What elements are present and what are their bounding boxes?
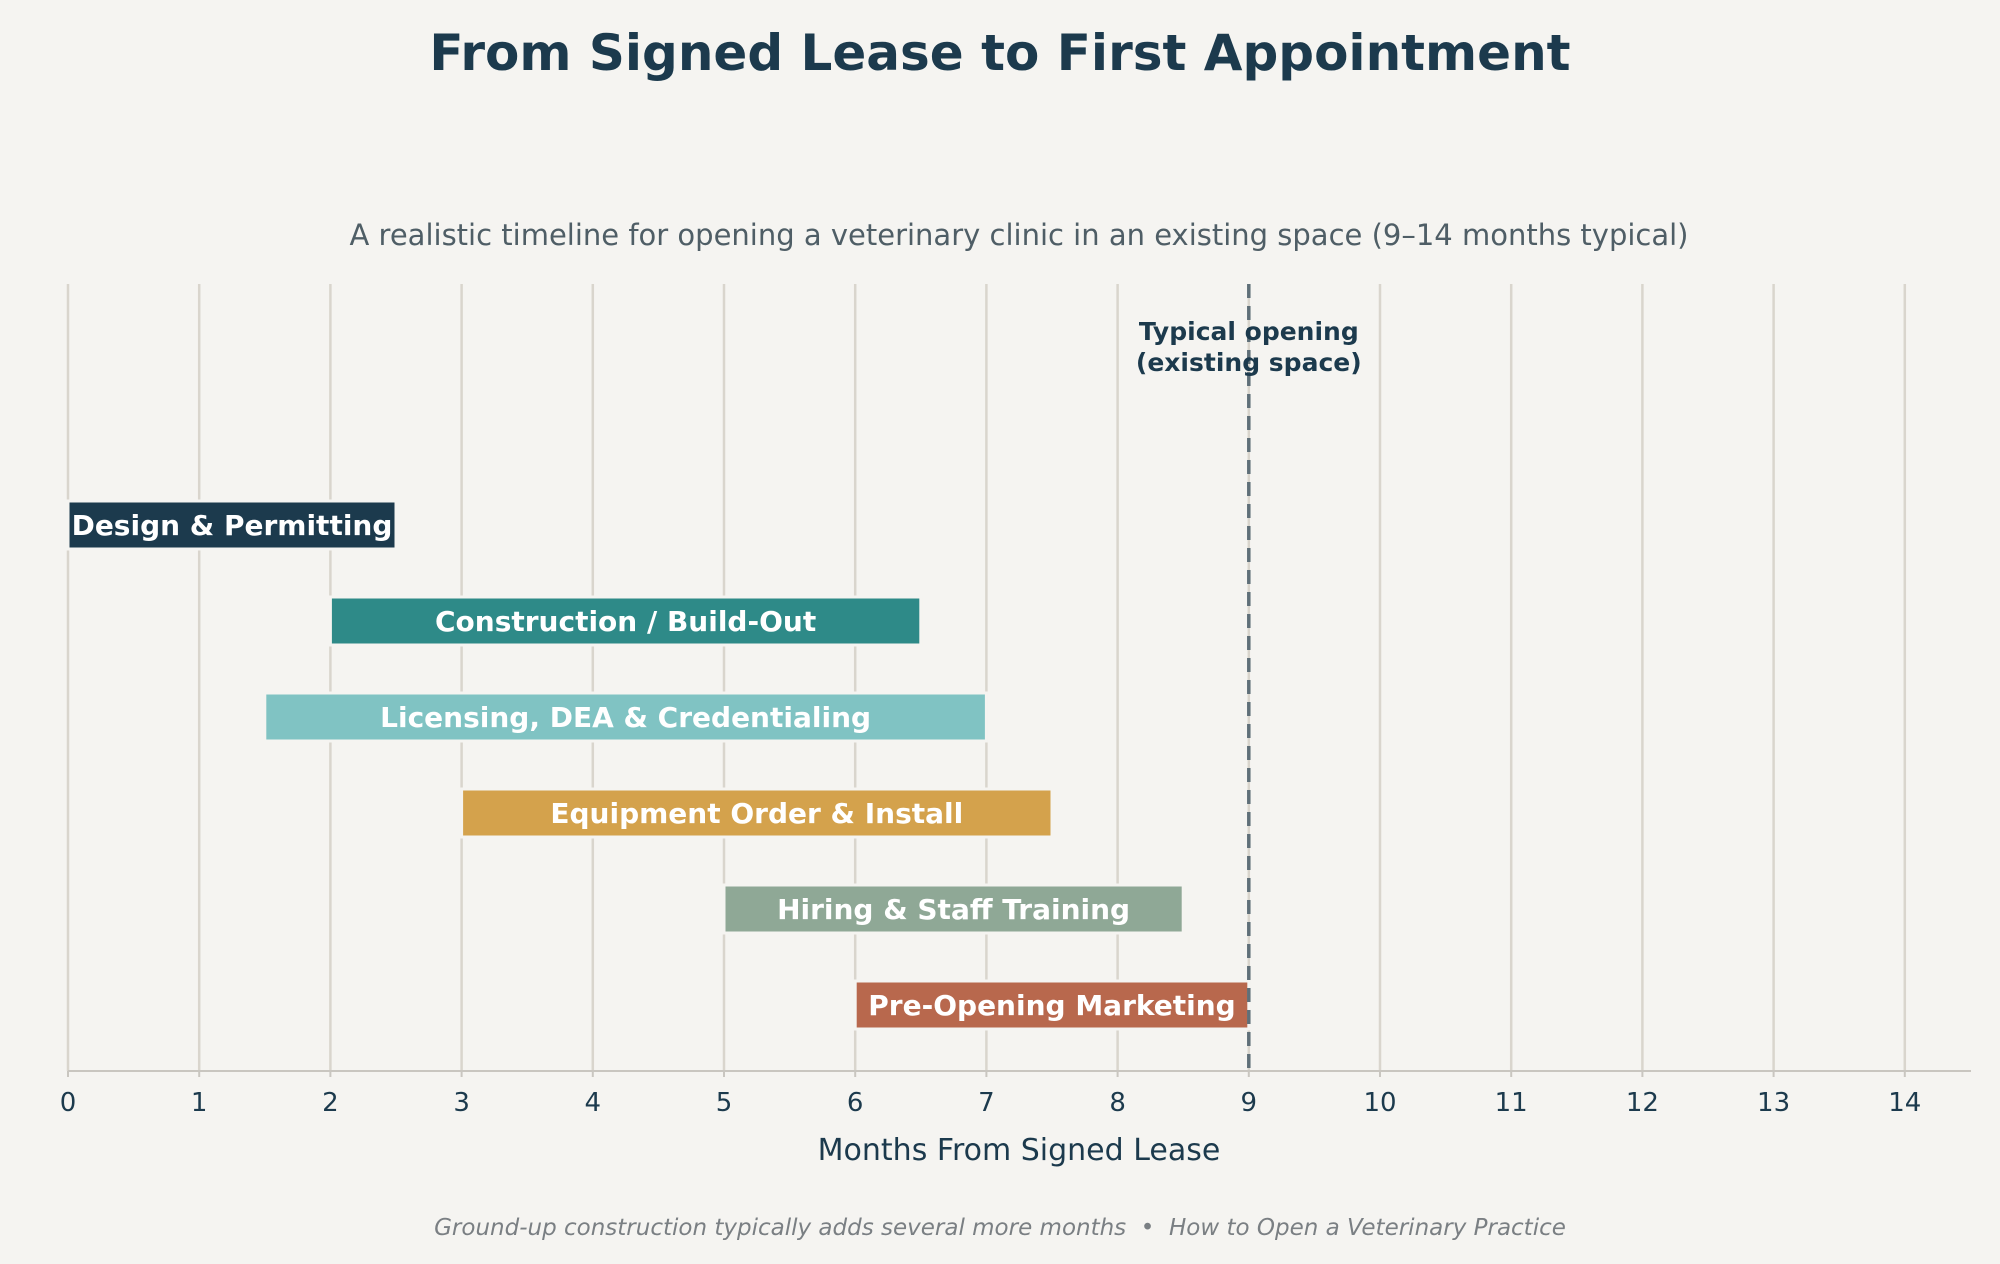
reference-layer: Typical opening(existing space) <box>1136 284 1362 1071</box>
x-tick-label: 3 <box>453 1088 470 1118</box>
task-bar <box>853 979 1251 1031</box>
x-tick-label: 7 <box>978 1088 995 1118</box>
task-bar <box>328 595 923 647</box>
x-tick-label: 0 <box>60 1088 77 1118</box>
task-bar <box>263 691 988 743</box>
task-label: Hiring & Staff Training <box>777 893 1130 926</box>
task-label: Pre-Opening Marketing <box>868 989 1235 1022</box>
x-tick-label: 2 <box>322 1088 339 1118</box>
task-label: Equipment Order & Install <box>550 797 963 830</box>
task-bar <box>66 499 398 551</box>
x-tick-label: 14 <box>1888 1088 1921 1118</box>
reference-label-line2: (existing space) <box>1136 348 1362 377</box>
x-tick-label: 6 <box>847 1088 864 1118</box>
footnote: Ground-up construction typically adds se… <box>434 1215 1566 1241</box>
x-tick-label: 5 <box>716 1088 733 1118</box>
x-axis-label: Months From Signed Lease <box>818 1133 1221 1168</box>
x-tick-label: 8 <box>1109 1088 1126 1118</box>
x-tick-label: 13 <box>1757 1088 1790 1118</box>
bars-layer: Design & Permitting Construction / Build-… <box>66 499 1251 1031</box>
x-tick-label: 12 <box>1626 1088 1659 1118</box>
x-tick-label: 4 <box>585 1088 602 1118</box>
x-tick-label: 1 <box>191 1088 208 1118</box>
x-tick-label: 10 <box>1363 1088 1396 1118</box>
grid-layer <box>66 284 1907 1071</box>
task-label: Construction / Build-Out <box>435 605 816 638</box>
chart-title: From Signed Lease to First Appointment <box>429 24 1570 82</box>
chart-subtitle: A realistic timeline for opening a veter… <box>350 218 1689 252</box>
x-tick-label: 11 <box>1495 1088 1528 1118</box>
task-bar <box>722 883 1185 935</box>
x-tick-label: 9 <box>1241 1088 1258 1118</box>
task-label: Design & Permitting <box>72 509 393 542</box>
task-label: Licensing, DEA & Credentialing <box>380 701 871 734</box>
x-ticks-layer: 0 1 2 3 4 5 6 7 8 9 10 11 12 13 14 <box>60 1071 1921 1118</box>
reference-label-line1: Typical opening <box>1139 317 1359 346</box>
task-bar <box>460 787 1054 839</box>
